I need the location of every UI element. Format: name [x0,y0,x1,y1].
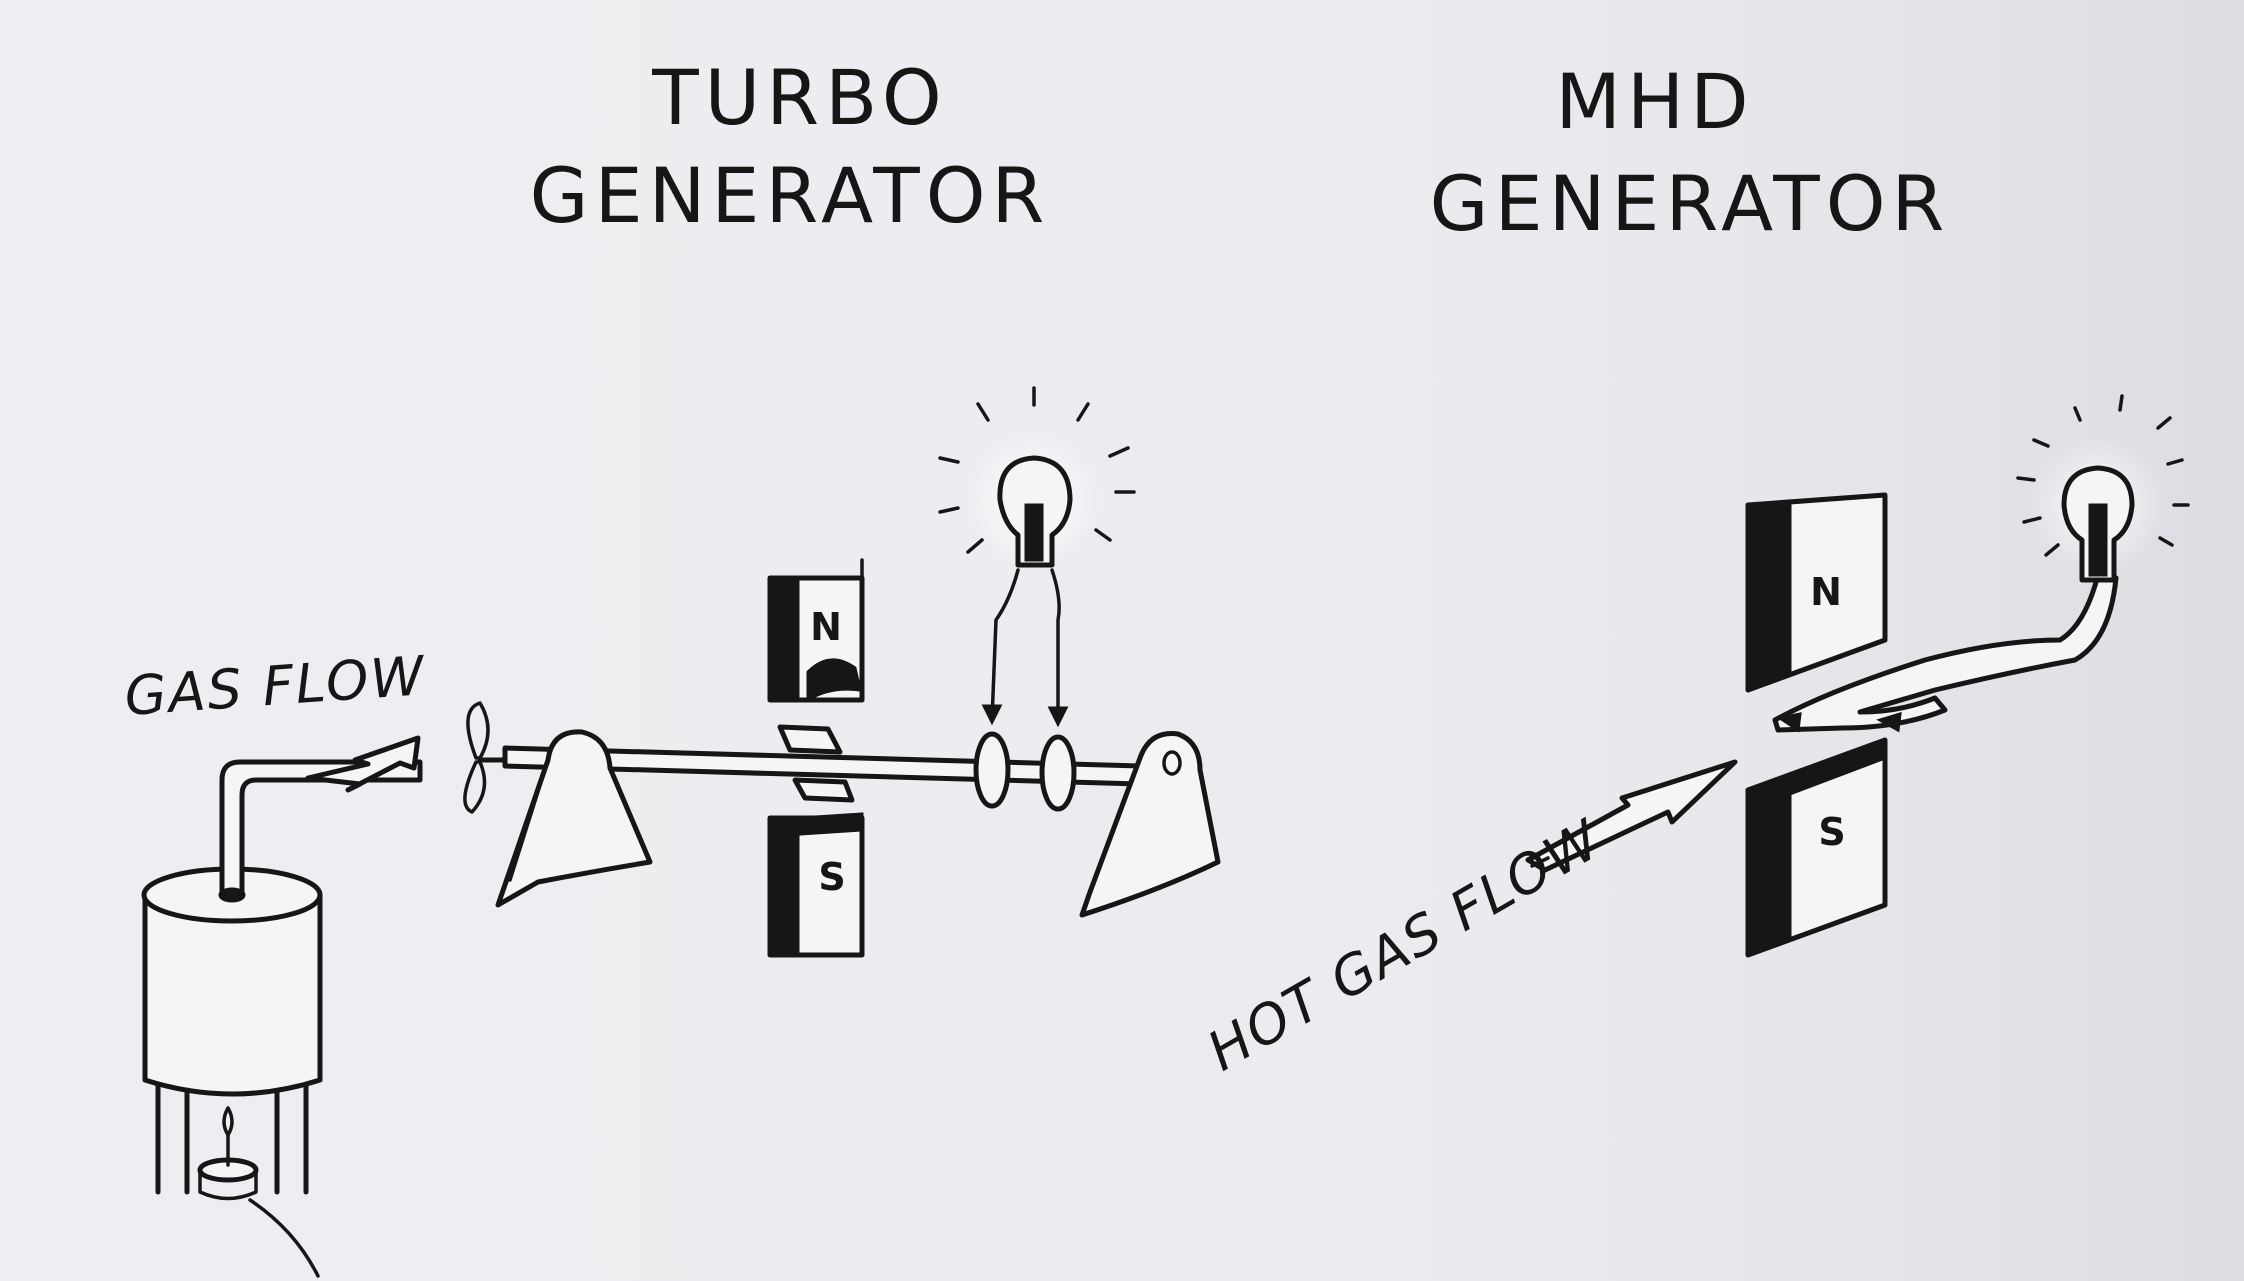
mhd-title-line2: GENERATOR [1430,159,1951,248]
turbo-south-label: S [818,855,845,899]
mhd-title: MHD GENERATOR [1430,57,1951,248]
flow-arrow-icon [305,735,421,793]
mhd-flow-arrow-icon [1525,759,1738,873]
mhd-north-label: N [1810,570,1842,614]
mhd-magnet-icon: N S [1745,492,1888,958]
bearing-support-icon [495,729,653,908]
mhd-electrode-wires [1772,572,2119,733]
turbo-title: TURBO GENERATOR [530,53,1051,240]
mhd-light-bulb-icon [2016,394,2190,583]
bearing-support-right [1079,731,1221,918]
mhd-title-line1: MHD [1555,57,1754,146]
flame-icon [197,1106,259,1201]
turbo-title-line2: GENERATOR [530,151,1051,240]
mhd-south-label: S [1818,810,1845,854]
magnet-icon: N S [767,558,865,958]
turbo-north-label: N [810,605,842,649]
light-bulb-icon [938,386,1136,728]
boiler-icon [141,759,423,1278]
turbo-title-line1: TURBO [651,53,947,142]
